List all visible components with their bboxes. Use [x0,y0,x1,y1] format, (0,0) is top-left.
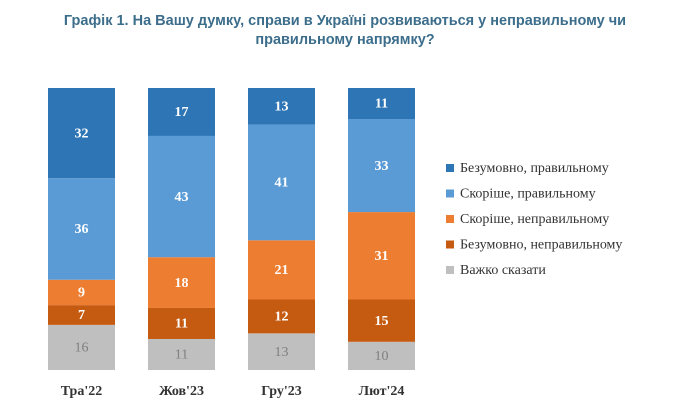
value-label: 11 [175,317,188,332]
value-label: 17 [175,105,189,120]
bar-segment [148,338,215,370]
value-label: 11 [175,348,188,363]
value-label: 41 [275,176,289,191]
bar-segment [348,341,415,370]
value-label: 18 [175,276,189,291]
bar-segment [248,88,315,125]
value-label: 16 [75,341,89,356]
bar-segment [348,212,415,300]
bar-segment [248,333,315,370]
value-label: 32 [75,126,89,141]
bar-segment [348,88,415,120]
bar-segment [348,299,415,342]
value-label: 9 [78,286,85,301]
value-label: 33 [375,159,389,174]
legend-swatch [446,240,454,249]
legend-label: Безумовно, неправильному [460,238,622,253]
bar-segment [48,88,115,179]
bar-segment [248,124,315,241]
chart-title: Графік 1. На Вашу думку, справи в Україн… [63,13,627,48]
legend-swatch [446,215,454,223]
legend-swatch [446,189,454,198]
legend-label: Скоріше, правильному [460,187,596,202]
bar-segment [248,240,315,300]
value-label: 10 [375,349,389,364]
value-label: 43 [175,190,189,205]
bar-segment [148,88,215,136]
value-label: 11 [375,97,388,112]
bar-segment [148,257,215,308]
x-tick-label: Жов'23 [159,384,204,399]
x-tick-label: Гру'23 [261,384,302,399]
value-label: 21 [275,263,289,278]
legend-swatch [446,164,454,172]
bar-segment [48,324,115,370]
x-tick-label: Лют'24 [359,384,405,399]
x-tick-label: Тра'22 [61,384,102,399]
legend-swatch [446,266,454,274]
bar-segment [48,279,115,306]
legend-label: Важко сказати [460,263,546,278]
legend-label: Безумовно, правильному [460,161,609,176]
value-label: 15 [375,314,389,329]
value-label: 36 [75,222,89,237]
value-label: 13 [275,100,289,115]
bar-segment [248,299,315,334]
value-label: 12 [275,310,289,325]
bar-segment [48,178,115,280]
bar-segment [348,119,415,213]
bar-segment [148,307,215,339]
legend-label: Скоріше, неправильному [460,212,609,227]
bar-segment [148,135,215,258]
bar-segment [48,305,115,325]
value-label: 7 [78,308,85,323]
value-label: 13 [275,345,289,360]
value-label: 31 [375,249,389,264]
